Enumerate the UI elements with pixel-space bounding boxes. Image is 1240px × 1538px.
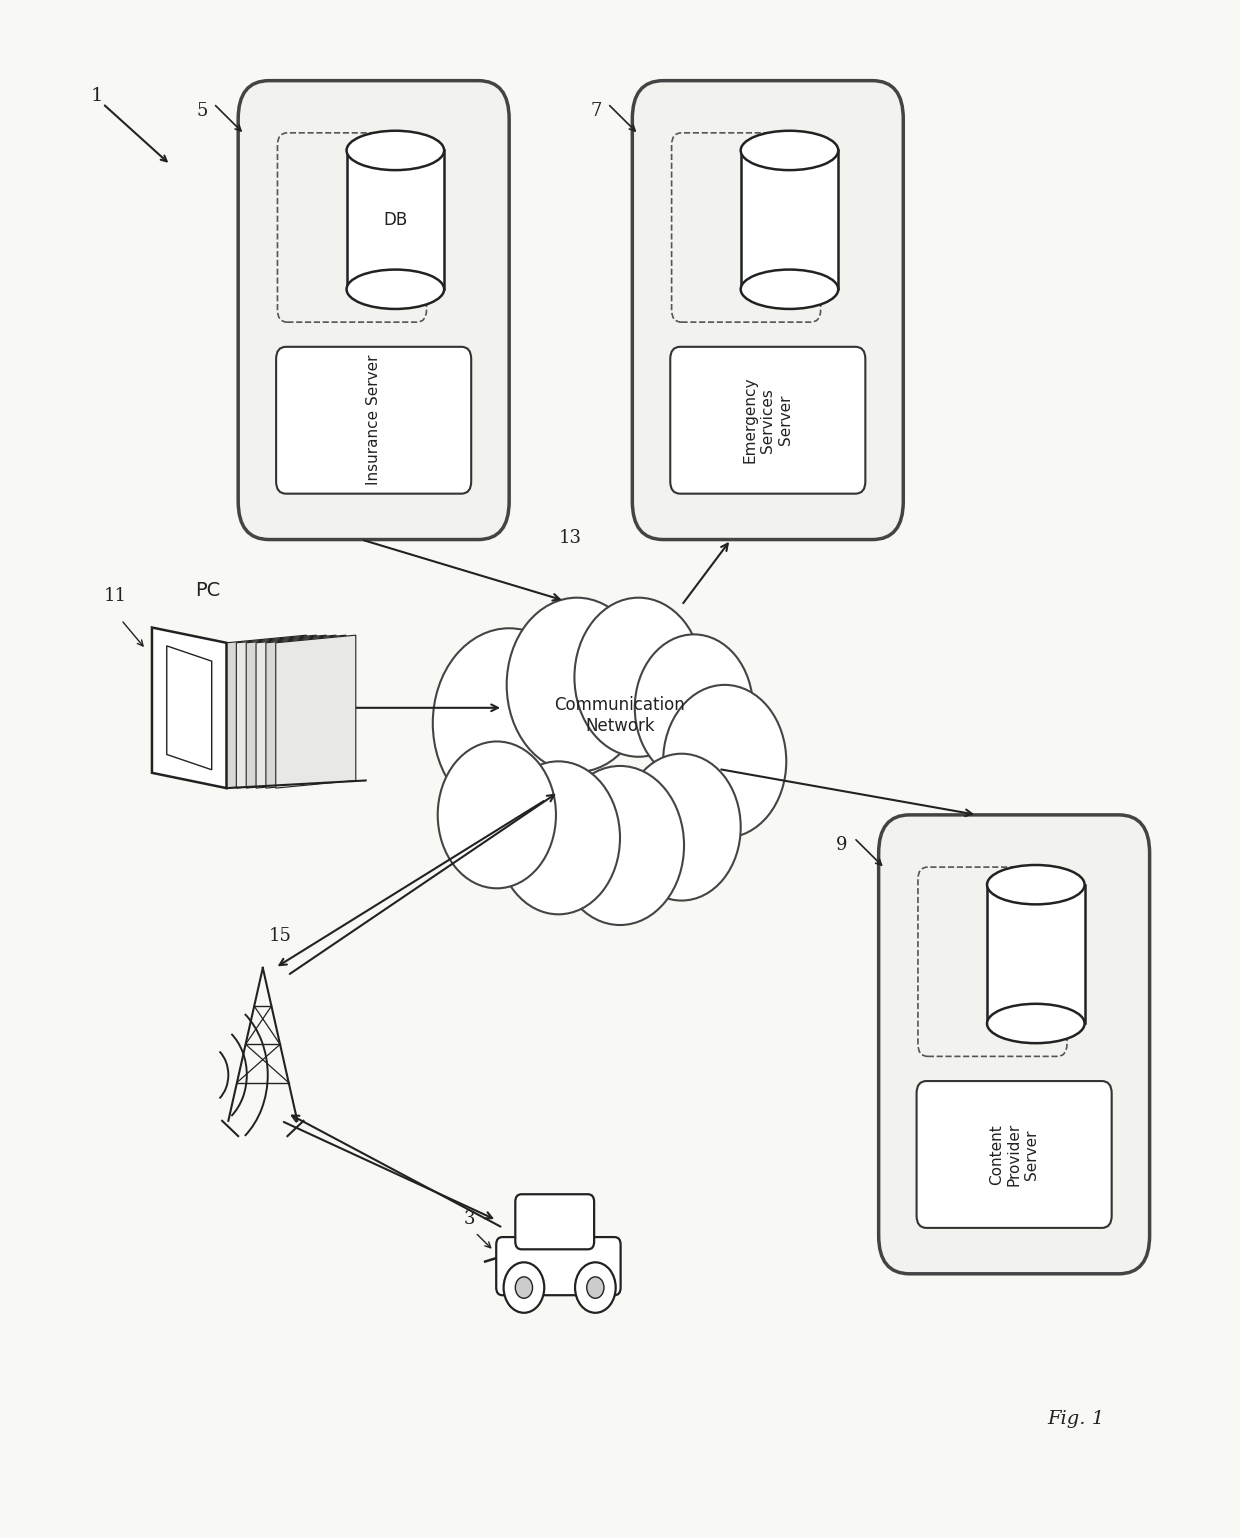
Text: 13: 13 — [559, 529, 583, 548]
Polygon shape — [227, 635, 306, 787]
Ellipse shape — [987, 1004, 1085, 1043]
Ellipse shape — [346, 269, 444, 309]
Polygon shape — [166, 646, 212, 769]
Text: 5: 5 — [196, 102, 207, 120]
Circle shape — [574, 598, 703, 757]
Text: 7: 7 — [590, 102, 601, 120]
Circle shape — [556, 766, 684, 924]
Ellipse shape — [740, 131, 838, 171]
Ellipse shape — [987, 864, 1085, 904]
Text: 11: 11 — [103, 586, 126, 604]
Circle shape — [622, 754, 740, 901]
Polygon shape — [255, 635, 336, 787]
FancyBboxPatch shape — [671, 346, 866, 494]
Circle shape — [575, 1263, 616, 1313]
Text: Emergency
Services
Server: Emergency Services Server — [743, 377, 792, 463]
Polygon shape — [265, 635, 346, 787]
FancyBboxPatch shape — [277, 346, 471, 494]
Circle shape — [507, 598, 647, 772]
Polygon shape — [237, 635, 316, 787]
Text: Communication
Network: Communication Network — [554, 697, 686, 735]
FancyBboxPatch shape — [916, 1081, 1112, 1227]
Bar — [346, 151, 444, 289]
FancyBboxPatch shape — [496, 1237, 620, 1295]
Circle shape — [516, 1277, 532, 1298]
Text: 3: 3 — [464, 1210, 475, 1227]
FancyBboxPatch shape — [516, 1193, 594, 1249]
Text: 9: 9 — [836, 837, 848, 855]
Circle shape — [635, 634, 753, 781]
Text: DB: DB — [383, 211, 408, 229]
FancyBboxPatch shape — [238, 80, 510, 540]
Text: PC: PC — [195, 581, 219, 600]
Polygon shape — [247, 635, 326, 787]
Text: 1: 1 — [91, 88, 103, 105]
Ellipse shape — [346, 131, 444, 171]
Polygon shape — [275, 635, 356, 787]
Circle shape — [587, 1277, 604, 1298]
Bar — [987, 884, 1085, 1023]
Bar — [740, 151, 838, 289]
Text: 15: 15 — [269, 927, 291, 944]
Circle shape — [663, 684, 786, 838]
Text: Insurance Server: Insurance Server — [366, 355, 381, 486]
Circle shape — [497, 761, 620, 914]
Circle shape — [438, 741, 556, 889]
Text: Fig. 1: Fig. 1 — [1047, 1410, 1105, 1429]
Circle shape — [433, 628, 585, 818]
Ellipse shape — [740, 269, 838, 309]
Polygon shape — [153, 628, 227, 787]
Circle shape — [503, 1263, 544, 1313]
FancyBboxPatch shape — [879, 815, 1149, 1273]
FancyBboxPatch shape — [632, 80, 903, 540]
Text: Content
Provider
Server: Content Provider Server — [990, 1123, 1039, 1186]
